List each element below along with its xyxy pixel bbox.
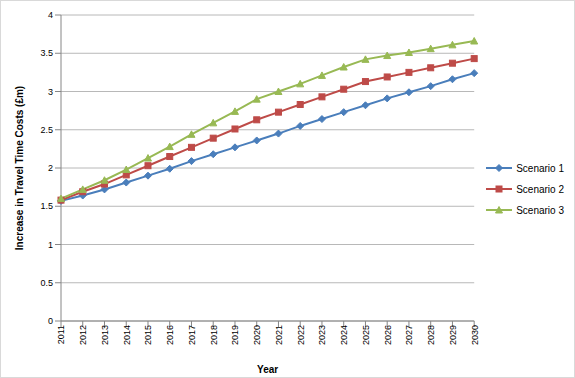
svg-text:1: 1 <box>48 240 53 250</box>
svg-text:2022: 2022 <box>296 325 306 345</box>
svg-text:2026: 2026 <box>383 325 393 345</box>
svg-text:0.5: 0.5 <box>40 278 53 288</box>
svg-text:2023: 2023 <box>317 325 327 345</box>
svg-text:2015: 2015 <box>143 325 153 345</box>
svg-text:4: 4 <box>48 10 53 20</box>
svg-text:1.5: 1.5 <box>40 201 53 211</box>
svg-text:2018: 2018 <box>209 325 219 345</box>
svg-text:2012: 2012 <box>78 325 88 345</box>
svg-text:0: 0 <box>48 316 53 326</box>
svg-text:2030: 2030 <box>470 325 480 345</box>
html-text:Scenario 3: Scenario 3 <box>516 204 564 216</box>
svg-text:3: 3 <box>48 87 53 97</box>
svg-text:3.5: 3.5 <box>40 48 53 58</box>
svg-text:2014: 2014 <box>122 325 132 345</box>
svg-text:2013: 2013 <box>100 325 110 345</box>
html-text:Scenario 1: Scenario 1 <box>516 162 564 174</box>
svg-text:Increase in Travel Time Costs: Increase in Travel Time Costs (£m) <box>14 86 25 250</box>
svg-text:2020: 2020 <box>252 325 262 345</box>
svg-text:2011: 2011 <box>56 325 66 344</box>
svg-text:2028: 2028 <box>426 325 436 345</box>
svg-text:2017: 2017 <box>187 325 197 345</box>
svg-text:2: 2 <box>48 163 53 173</box>
svg-text:2024: 2024 <box>339 325 349 345</box>
svg-text:Year: Year <box>257 364 278 375</box>
svg-text:2029: 2029 <box>448 325 458 345</box>
svg-text:2016: 2016 <box>165 325 175 345</box>
svg-text:2025: 2025 <box>361 325 371 345</box>
svg-text:2027: 2027 <box>404 325 414 345</box>
svg-text:2021: 2021 <box>274 325 284 345</box>
svg-text:2019: 2019 <box>230 325 240 345</box>
html-text:Scenario 2: Scenario 2 <box>516 183 564 195</box>
svg-text:2.5: 2.5 <box>40 125 53 135</box>
